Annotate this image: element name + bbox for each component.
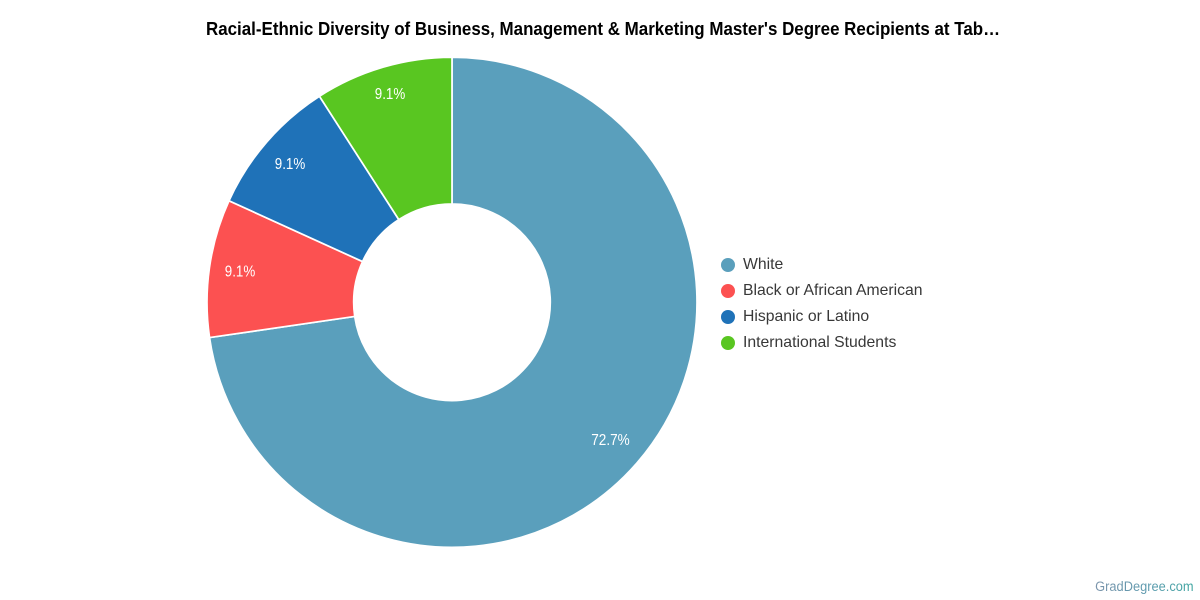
svg-text:9.1%: 9.1% <box>275 156 306 173</box>
svg-text:9.1%: 9.1% <box>225 264 256 281</box>
svg-text:72.7%: 72.7% <box>591 432 630 449</box>
svg-text:9.1%: 9.1% <box>375 86 406 103</box>
